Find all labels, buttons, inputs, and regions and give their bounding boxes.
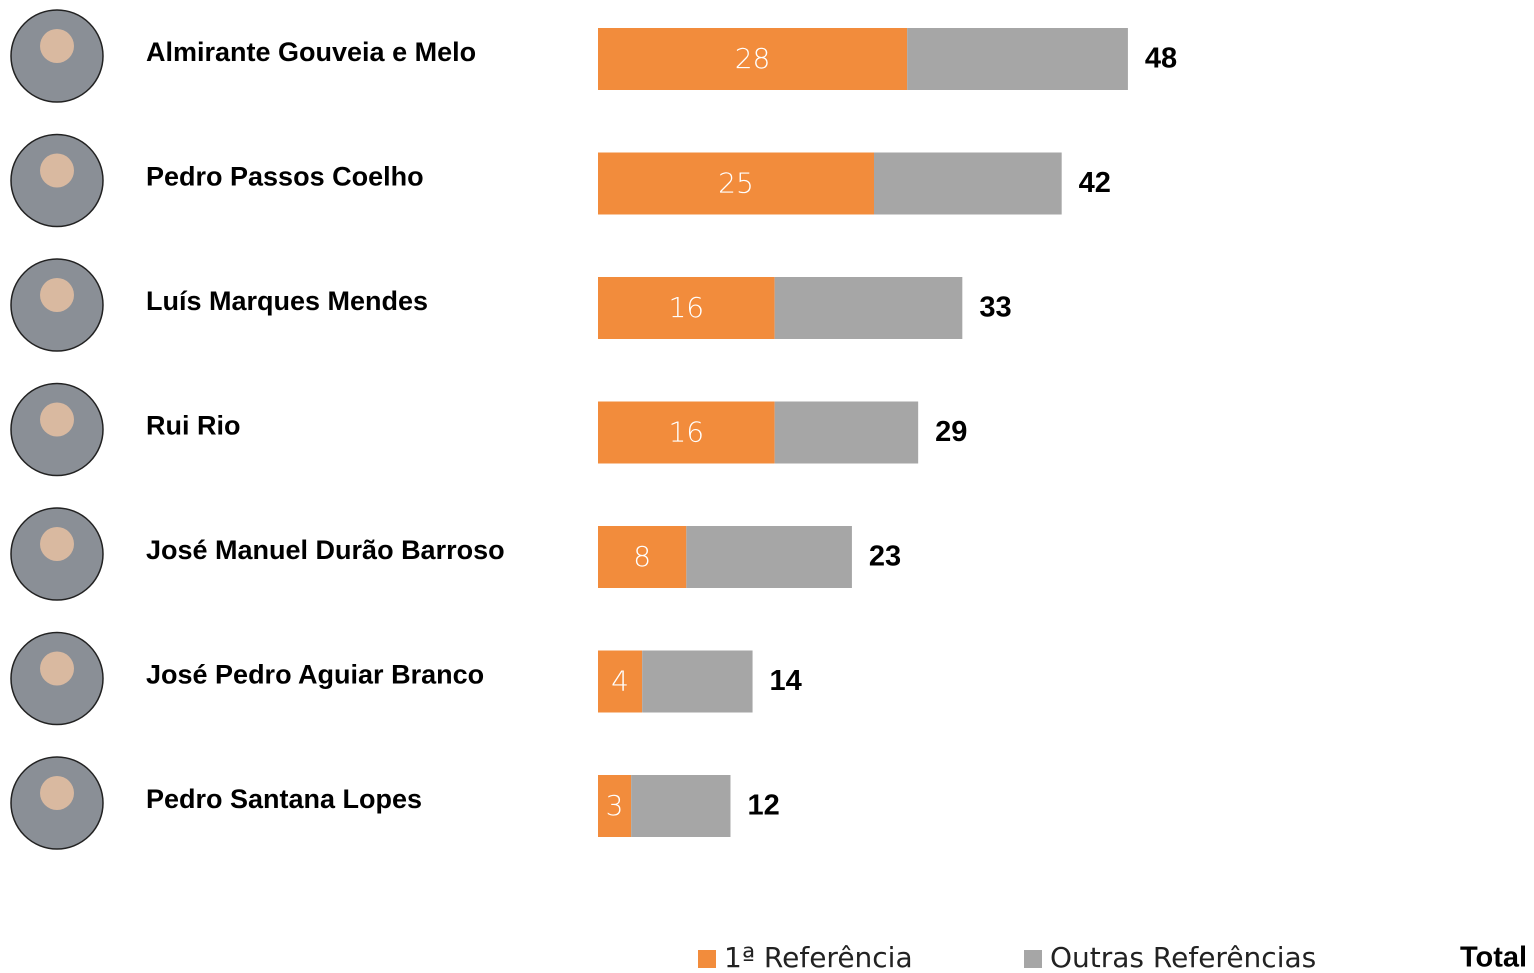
total-label: 14 [770, 665, 802, 697]
category-label: Pedro Passos Coelho [146, 162, 424, 192]
avatar-head [40, 29, 74, 63]
legend-total: Total [1460, 942, 1527, 973]
bar-segment [874, 152, 1062, 215]
bar-segment [774, 401, 919, 464]
avatar-head [40, 153, 74, 188]
legend-swatch [698, 950, 716, 968]
bar-segment [598, 650, 643, 713]
total-label: 12 [747, 790, 779, 822]
avatar-head [40, 651, 74, 686]
value-label: 28 [735, 42, 771, 75]
value-label: 4 [611, 665, 629, 698]
value-label: 25 [718, 167, 754, 200]
avatar-head [40, 527, 74, 561]
bar-segment [598, 277, 775, 339]
total-label: 29 [935, 416, 967, 448]
legend-label: 1ª Referência [724, 941, 913, 973]
bar-segment [598, 401, 775, 464]
total-label: 33 [979, 292, 1011, 324]
category-label: Rui Rio [146, 411, 241, 441]
avatar-head [40, 278, 74, 312]
category-label: José Manuel Durão Barroso [146, 535, 505, 565]
bar-segment [907, 28, 1128, 90]
bar-segment [598, 28, 908, 90]
bar-segment [598, 775, 632, 837]
bar-segment [686, 526, 852, 588]
value-label: 16 [668, 291, 704, 324]
category-label: Pedro Santana Lopes [146, 784, 422, 814]
legend-swatch [1024, 950, 1042, 968]
avatar-head [40, 776, 74, 810]
bar-segment [774, 277, 963, 339]
total-label: 23 [869, 541, 901, 573]
avatar-head [40, 402, 74, 437]
category-label: José Pedro Aguiar Branco [146, 660, 484, 690]
value-label: 3 [606, 789, 624, 822]
total-label: 48 [1145, 43, 1177, 75]
bar-segment [598, 152, 874, 215]
total-label: 42 [1079, 167, 1111, 199]
category-label: Almirante Gouveia e Melo [146, 37, 476, 67]
category-label: Luís Marques Mendes [146, 286, 428, 316]
bar-segment [598, 526, 687, 588]
bar-segment [631, 775, 731, 837]
value-label: 16 [668, 416, 704, 449]
legend-label: Outras Referências [1050, 941, 1316, 973]
bar-segment [642, 650, 753, 713]
value-label: 8 [633, 540, 651, 573]
